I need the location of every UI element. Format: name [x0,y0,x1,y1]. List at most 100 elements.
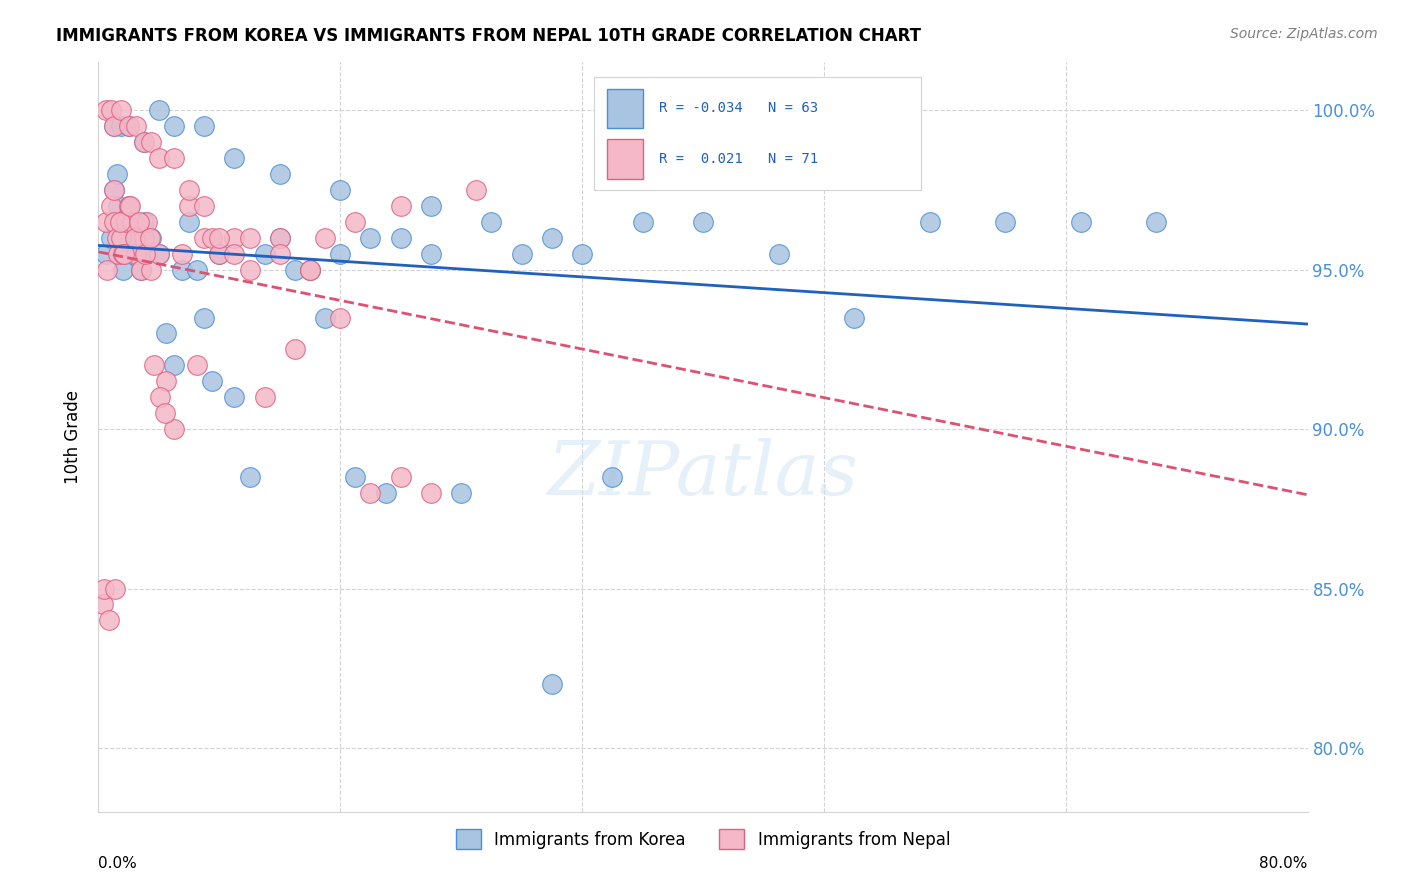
Point [186,262,208,277]
Point [107,199,129,213]
Point [110,231,132,245]
Point [108,215,131,229]
Point [284,343,307,357]
Point [100,231,122,245]
Point [481,215,503,229]
Point [389,199,412,213]
Point [94,103,117,118]
Point [389,231,412,245]
Point [344,215,367,229]
Point [692,215,714,229]
Point [186,359,208,373]
Point [141,231,163,245]
Point [269,167,291,181]
Text: ZIPatlas: ZIPatlas [547,438,859,511]
Point [121,246,143,260]
Point [510,246,533,260]
Point [153,406,176,420]
Point [224,390,246,404]
Point [104,582,127,596]
Point [132,231,155,245]
Point [135,246,157,260]
Point [103,183,125,197]
Point [540,231,562,245]
Point [141,262,163,277]
Point [420,246,443,260]
Point [631,215,654,229]
Point [134,246,156,260]
Point [193,199,215,213]
Point [100,103,122,118]
Text: Source: ZipAtlas.com: Source: ZipAtlas.com [1230,27,1378,41]
Point [208,246,231,260]
Point [329,246,352,260]
Point [98,614,121,628]
Point [602,470,624,484]
Point [110,215,132,229]
Point [125,246,148,260]
Point [103,183,125,197]
Point [129,262,152,277]
Point [420,486,443,500]
Point [105,167,128,181]
Point [253,246,276,260]
Point [299,262,322,277]
Y-axis label: 10th Grade: 10th Grade [65,390,83,484]
Point [170,262,193,277]
Point [768,246,790,260]
Point [105,231,128,245]
Point [91,598,114,612]
Point [132,135,155,149]
Point [360,486,382,500]
Point [110,103,132,118]
Text: 80.0%: 80.0% [1260,856,1308,871]
Point [103,119,125,133]
Point [125,119,148,133]
Point [114,215,136,229]
Point [132,215,155,229]
Point [284,262,307,277]
Point [193,310,215,325]
Point [844,310,866,325]
Point [148,246,170,260]
Point [389,470,412,484]
Point [148,103,170,118]
Point [360,231,382,245]
Point [193,231,215,245]
Point [163,151,186,165]
Point [155,326,177,341]
Point [103,215,125,229]
Point [163,359,186,373]
Point [110,119,132,133]
Point [94,246,117,260]
Point [94,215,117,229]
Point [179,183,201,197]
Point [118,199,141,213]
Point [148,151,170,165]
Point [201,374,224,388]
Point [124,231,146,245]
Point [465,183,488,197]
Point [239,262,262,277]
Point [344,470,367,484]
Point [269,231,291,245]
Point [170,246,193,260]
Point [193,119,215,133]
Point [118,199,141,213]
Point [329,183,352,197]
Point [224,246,246,260]
Point [540,677,562,691]
Point [111,262,134,277]
Point [121,215,143,229]
Point [112,246,135,260]
Point [100,199,122,213]
Point [107,246,129,260]
Point [208,231,231,245]
Point [135,215,157,229]
Point [224,151,246,165]
Point [239,470,262,484]
Point [129,262,152,277]
Point [269,246,291,260]
Point [450,486,472,500]
Point [93,582,115,596]
